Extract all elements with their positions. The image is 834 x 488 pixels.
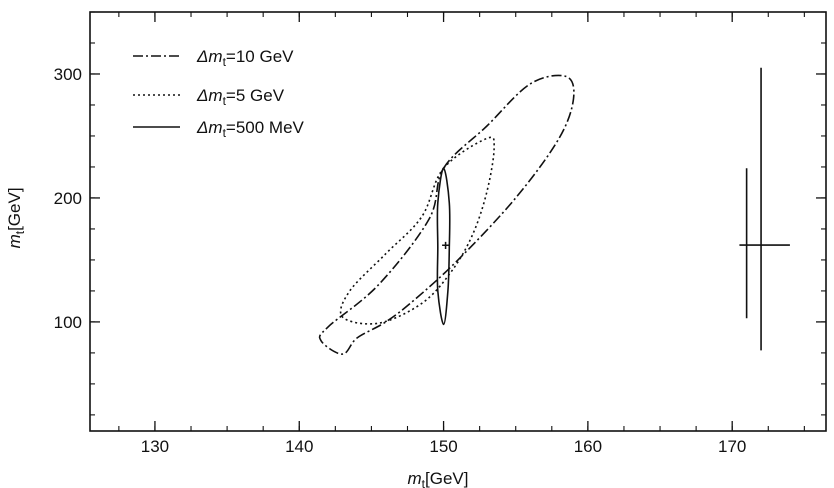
y-axis-label: mt[GeV] [5, 187, 27, 248]
x-tick-label: 160 [574, 437, 602, 456]
series-contour-3 [436, 167, 451, 326]
legend-label-3: Δmt=500 MeV [196, 118, 305, 140]
series-contour-2 [339, 136, 495, 325]
plot-frame [89, 11, 827, 432]
x-axis-label: mt[GeV] [408, 469, 469, 488]
x-tick-label: 150 [429, 437, 457, 456]
y-tick-label: 200 [54, 189, 82, 208]
x-tick-label: 140 [285, 437, 313, 456]
central-marker: + [441, 237, 449, 253]
x-tick-label: 170 [718, 437, 746, 456]
x-tick-label: 130 [141, 437, 169, 456]
y-tick-label: 300 [54, 65, 82, 84]
plot-layer: 130 140 150 160 170 100 200 300 mt[GeV] mt[GeV] + Δ… [5, 11, 827, 488]
legend-label-2: Δmt=5 GeV [196, 86, 285, 108]
y-tick-label: 100 [54, 313, 82, 332]
legend-label-1: Δmt=10 GeV [196, 47, 294, 69]
series-contour-1 [318, 74, 575, 355]
